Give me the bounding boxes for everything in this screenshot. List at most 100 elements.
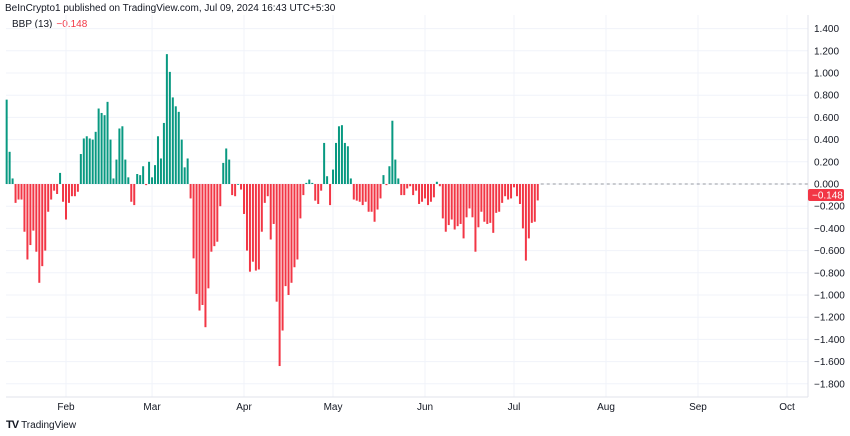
- histogram-bar: [136, 174, 139, 184]
- histogram-bar: [251, 184, 254, 262]
- histogram-bar: [171, 97, 174, 184]
- histogram-bar: [418, 184, 421, 204]
- histogram-bar: [59, 172, 62, 184]
- histogram-bar: [391, 120, 394, 184]
- histogram-bar: [465, 184, 468, 218]
- histogram-bar: [515, 184, 518, 197]
- indicator-legend[interactable]: BBP (13) −0.148: [12, 19, 87, 30]
- histogram-bar: [432, 184, 435, 198]
- histogram-bar: [240, 184, 243, 190]
- histogram-bar: [177, 111, 180, 184]
- histogram-bar: [444, 184, 447, 232]
- histogram-bar: [106, 101, 109, 184]
- histogram-bar: [213, 184, 216, 247]
- histogram-bar: [429, 184, 432, 202]
- histogram-bar: [109, 139, 112, 184]
- y-tick-label: 0.600: [814, 113, 839, 124]
- histogram-bar: [441, 184, 444, 219]
- histogram-bar: [142, 166, 145, 184]
- histogram-bar: [201, 184, 204, 305]
- histogram-bar: [453, 184, 456, 230]
- histogram-bar: [308, 179, 311, 184]
- histogram-bar: [112, 178, 115, 184]
- histogram-bar: [192, 184, 195, 259]
- histogram-bar: [343, 142, 346, 184]
- histogram-bar: [329, 184, 332, 206]
- y-tick-label: −1.400: [814, 335, 845, 346]
- histogram-bar: [85, 136, 88, 184]
- histogram-bar: [183, 167, 186, 184]
- histogram-bar: [435, 181, 438, 184]
- histogram-bar: [480, 184, 483, 212]
- histogram-bar: [533, 184, 536, 222]
- histogram-bar: [23, 184, 26, 232]
- histogram-bar: [450, 184, 453, 220]
- histogram-bar: [337, 126, 340, 184]
- y-tick-label: −0.600: [814, 246, 845, 257]
- histogram-bar: [41, 184, 44, 267]
- histogram-bar: [326, 176, 329, 184]
- x-tick-label: Sep: [689, 402, 707, 413]
- histogram-bar: [287, 184, 290, 295]
- y-tick-label: −0.800: [814, 268, 845, 279]
- histogram-bar: [302, 184, 305, 196]
- histogram-bar: [397, 178, 400, 184]
- histogram-bar: [5, 99, 8, 184]
- histogram-bar: [468, 184, 471, 209]
- histogram-bar: [130, 184, 133, 202]
- tradingview-logo[interactable]: TV TradingView: [6, 419, 76, 431]
- histogram-bar: [133, 184, 136, 206]
- histogram-bar: [186, 158, 189, 184]
- histogram-bar: [165, 54, 168, 184]
- histogram-bar: [210, 184, 213, 252]
- histogram-bar: [195, 184, 198, 294]
- histogram-bar: [275, 184, 278, 302]
- histogram-bar: [489, 184, 492, 223]
- histogram-bar: [521, 184, 524, 229]
- histogram-bar: [358, 184, 361, 202]
- tradingview-logo-text: TradingView: [21, 419, 77, 431]
- histogram-bar: [44, 184, 47, 251]
- histogram-bar: [373, 184, 376, 222]
- histogram-bar: [317, 184, 320, 204]
- histogram-bar: [260, 184, 263, 232]
- histogram-bar: [139, 175, 142, 184]
- histogram-bar: [346, 146, 349, 184]
- histogram-bar: [103, 115, 106, 184]
- x-tick-label: Jul: [508, 402, 521, 413]
- y-tick-label: 0.400: [814, 135, 839, 146]
- histogram-bar: [148, 161, 151, 184]
- histogram-bar: [91, 139, 94, 184]
- histogram-bar: [234, 184, 237, 197]
- histogram-bar: [355, 184, 358, 201]
- histogram-bar: [219, 184, 222, 207]
- y-tick-label: 0.000: [814, 180, 839, 191]
- histogram-bar: [385, 184, 388, 186]
- indicator-name: BBP (13): [12, 19, 53, 30]
- histogram-bar: [281, 184, 284, 331]
- histogram-bar: [174, 106, 177, 184]
- histogram-bar: [204, 184, 207, 328]
- histogram-bar: [311, 182, 314, 184]
- histogram-bar: [228, 159, 231, 184]
- histogram-bar: [231, 184, 234, 196]
- histogram-bar: [38, 184, 41, 283]
- histogram-bar: [127, 177, 130, 184]
- histogram-bar: [314, 184, 317, 201]
- histogram-bar: [20, 184, 23, 200]
- histogram-bar: [162, 122, 165, 184]
- histogram-bar: [94, 131, 97, 184]
- histogram-bar: [121, 126, 124, 184]
- histogram-bar: [79, 154, 82, 184]
- histogram-bar: [388, 166, 391, 184]
- histogram-bar: [527, 184, 530, 239]
- histogram-bar: [320, 184, 323, 191]
- histogram-bar: [530, 184, 533, 223]
- histogram-bar: [406, 184, 409, 189]
- histogram-bar: [296, 184, 299, 260]
- x-tick-label: Apr: [236, 402, 252, 413]
- histogram-bar: [198, 184, 201, 311]
- y-tick-label: 0.200: [814, 157, 839, 168]
- y-tick-label: −1.600: [814, 357, 845, 368]
